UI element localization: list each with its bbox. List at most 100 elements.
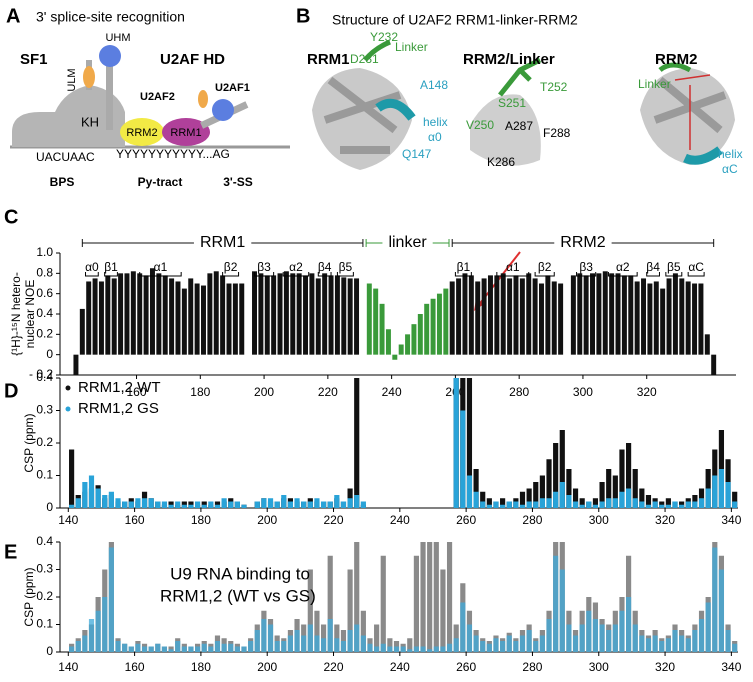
bar	[379, 303, 385, 355]
bar	[685, 638, 691, 652]
bar	[546, 619, 552, 652]
domain-label: RRM2	[560, 234, 605, 251]
x-tick-label: 160	[125, 660, 145, 674]
bar	[579, 504, 585, 508]
bar	[221, 498, 227, 508]
legend-label: RRM1,2 GS	[78, 400, 159, 417]
bar	[156, 273, 162, 355]
bar	[626, 443, 632, 508]
bar	[124, 273, 130, 355]
bar	[732, 501, 738, 508]
bar	[718, 569, 725, 652]
bar	[692, 283, 698, 355]
bar	[195, 501, 201, 508]
bar	[473, 635, 479, 652]
bar	[232, 283, 238, 355]
bar	[606, 630, 612, 652]
bar	[294, 498, 300, 508]
bar	[175, 501, 181, 508]
panel-title: Structure of U2AF2 RRM1-linker-RRM2	[332, 12, 578, 28]
bar	[546, 459, 552, 508]
bar	[309, 273, 315, 355]
ss-bracket	[496, 272, 530, 277]
bar	[86, 281, 92, 355]
x-tick-label: 300	[589, 513, 609, 527]
helix-a0	[375, 98, 416, 121]
bar	[277, 273, 283, 355]
label: 3'-SS	[223, 175, 253, 189]
bar	[261, 498, 267, 508]
y-tick-label: 0.4	[36, 306, 53, 320]
bar	[436, 293, 442, 355]
bar	[194, 283, 200, 355]
bar	[320, 501, 327, 508]
bar	[195, 646, 201, 652]
bar	[725, 482, 731, 508]
bar	[141, 498, 148, 508]
uhm	[99, 45, 121, 67]
label: U2AF HD	[160, 51, 225, 68]
bar	[201, 285, 206, 355]
label: T252	[540, 80, 568, 94]
bar	[105, 275, 111, 355]
bar	[79, 308, 85, 355]
y-tick-label: 0	[46, 500, 53, 514]
chart-title: GS	[286, 586, 311, 605]
bar	[354, 542, 360, 652]
bar	[340, 501, 347, 508]
bar	[214, 504, 221, 508]
bar	[602, 271, 608, 355]
bar	[322, 273, 328, 355]
bar	[287, 501, 294, 508]
bar	[128, 646, 134, 652]
bar	[456, 278, 462, 355]
x-tick-label: 220	[318, 385, 338, 399]
bar	[181, 504, 187, 508]
bar	[148, 498, 154, 508]
bar	[500, 273, 506, 355]
bar	[111, 278, 117, 355]
x-tick-label: 240	[390, 513, 410, 527]
bar	[725, 630, 731, 652]
y-tick-label: 0.4	[36, 370, 53, 384]
bar	[553, 443, 559, 508]
bar	[274, 641, 280, 652]
bar	[75, 641, 81, 652]
bar	[626, 597, 632, 652]
bar	[181, 288, 187, 355]
ss-bracket	[254, 272, 275, 277]
bar	[221, 643, 227, 652]
bar	[546, 498, 552, 508]
bar	[226, 283, 232, 355]
bar	[609, 273, 615, 355]
y-axis-label: CSP (ppm)	[22, 567, 36, 626]
bar	[500, 498, 506, 508]
bar	[271, 275, 277, 355]
rrm2	[120, 118, 164, 146]
structure-rrm1	[312, 68, 412, 170]
bar	[486, 504, 492, 508]
bar	[462, 273, 468, 355]
bar	[108, 547, 114, 652]
bar	[267, 624, 274, 652]
bar	[360, 501, 366, 508]
bar	[612, 624, 618, 652]
ss-bracket	[576, 272, 597, 277]
ulm	[83, 66, 95, 88]
bar	[586, 610, 592, 652]
bar	[334, 495, 340, 508]
bar	[201, 643, 207, 652]
bar	[307, 501, 313, 508]
panel-letter: A	[6, 5, 20, 27]
x-tick-label: 240	[382, 385, 402, 399]
y-tick-label: 0.2	[36, 435, 53, 449]
bar	[732, 643, 738, 652]
bar	[115, 498, 121, 508]
label: helix	[718, 147, 743, 161]
y-axis-label: CSP (ppm)	[22, 413, 36, 472]
y-tick-label: 0	[46, 347, 53, 361]
bar	[69, 504, 75, 508]
bar	[539, 635, 545, 652]
bar	[494, 275, 500, 355]
kh-domain	[12, 85, 125, 147]
